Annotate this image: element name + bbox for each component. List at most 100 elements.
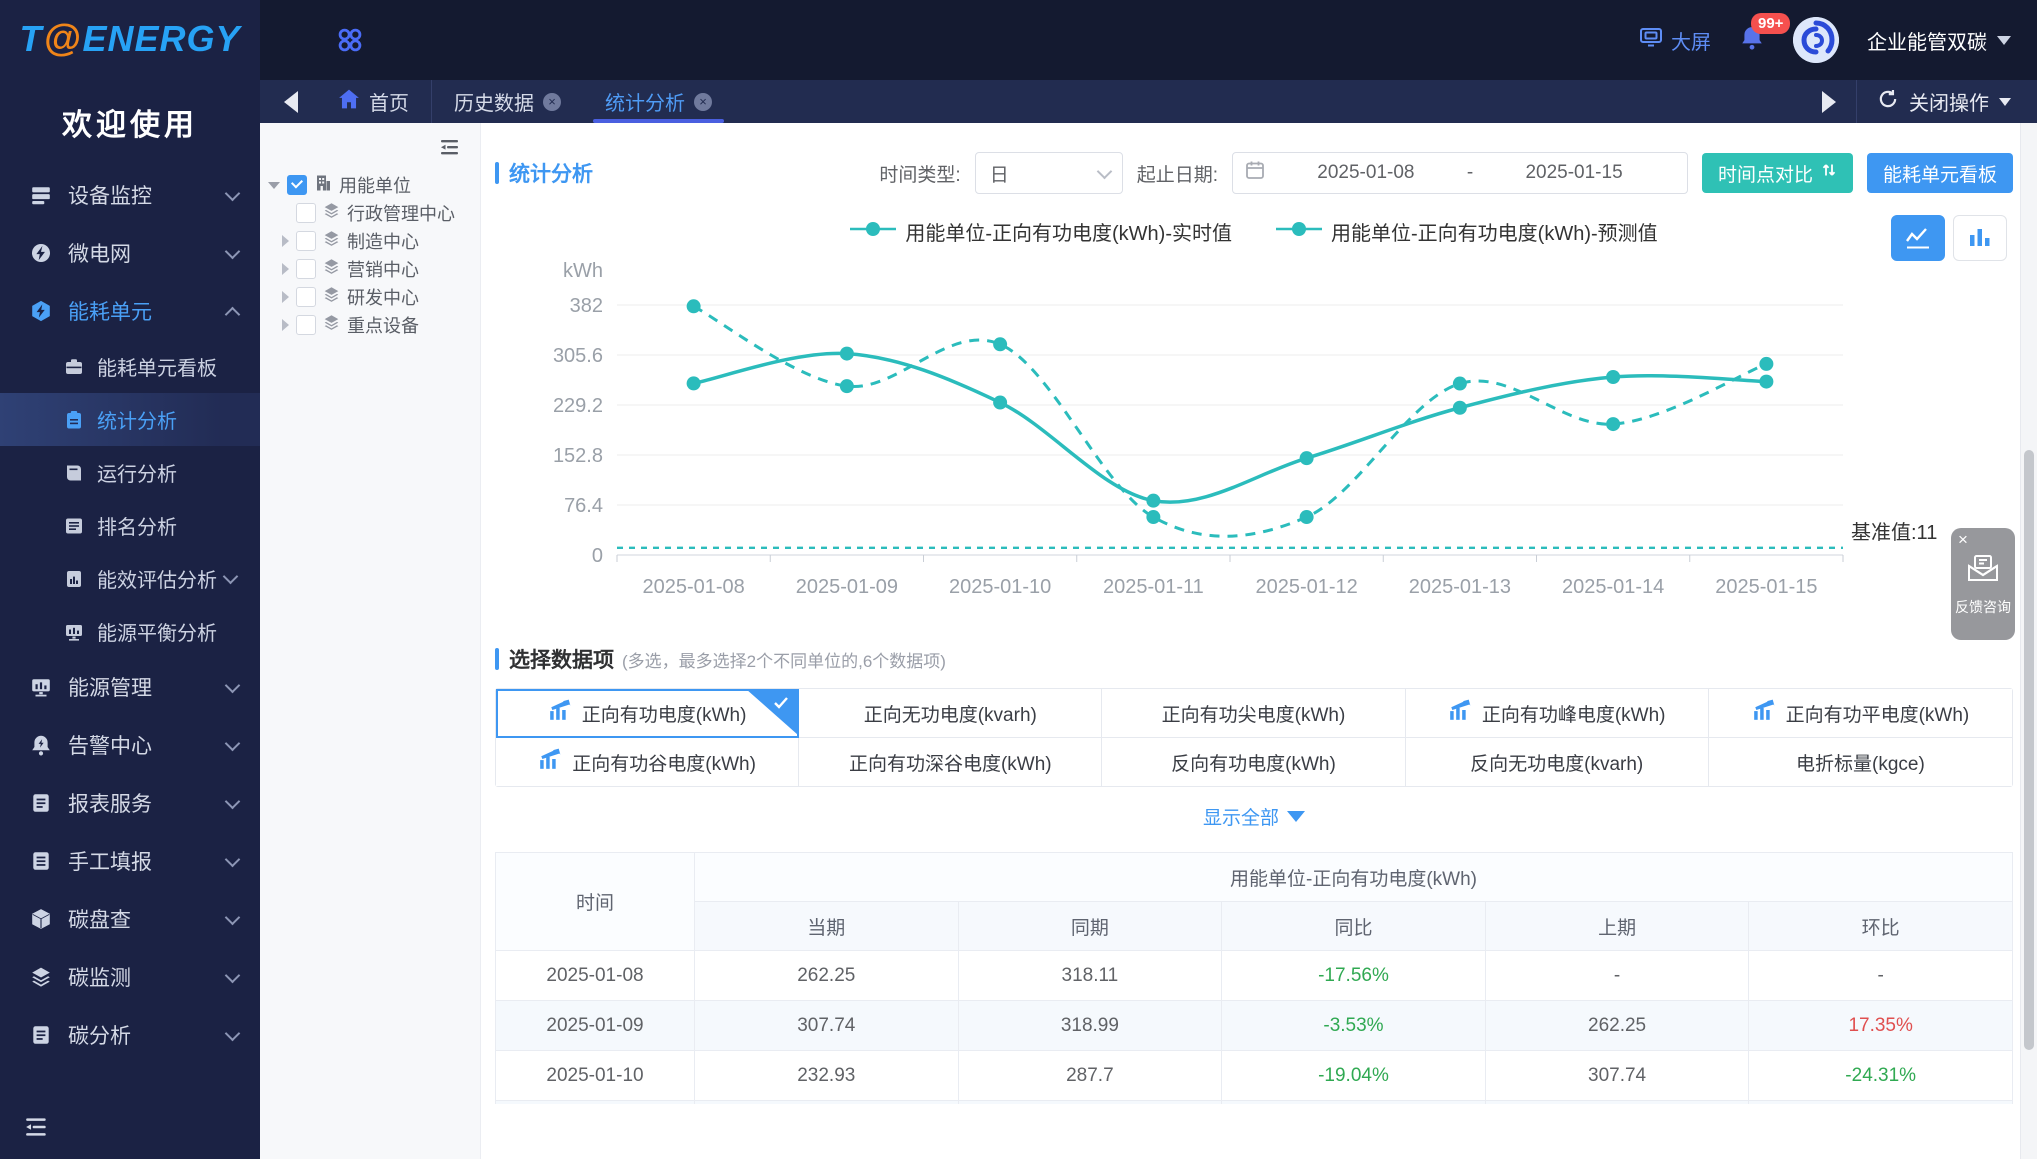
sidebar-item-energy-unit-board[interactable]: 能耗单元看板 xyxy=(0,340,260,393)
sidebar-item-manual-filling[interactable]: 手工填报 xyxy=(0,832,260,890)
title-accent-bar xyxy=(495,648,499,670)
checkbox[interactable] xyxy=(296,259,316,279)
data-item[interactable]: 正向无功电度(kvarh) xyxy=(799,689,1103,738)
big-screen-button[interactable]: 大屏 xyxy=(1639,26,1711,55)
data-item[interactable]: 正向有功谷电度(kWh) xyxy=(496,738,800,786)
sidebar-item-alarm-center[interactable]: 告警中心 xyxy=(0,716,260,774)
sidebar-item-carbon-inventory[interactable]: 碳盘查 xyxy=(0,890,260,948)
account-dropdown[interactable]: 企业能管双碳 xyxy=(1867,26,2011,55)
tab-history-data[interactable]: 历史数据 × xyxy=(432,80,583,123)
app-logo[interactable]: T @ ENERGY xyxy=(0,0,260,78)
selected-corner-icon xyxy=(746,689,799,735)
cell-value xyxy=(694,1100,959,1104)
time-type-select[interactable]: 日 xyxy=(974,152,1123,194)
tab-bar: 首页 历史数据 × 统计分析 × 关闭操作 xyxy=(260,80,2037,123)
chevron-down-icon xyxy=(224,851,241,867)
close-operation-label: 关闭操作 xyxy=(1909,93,1989,115)
data-item[interactable]: 反向无功电度(kvarh) xyxy=(1405,738,1709,786)
tree-expander-icon[interactable] xyxy=(282,235,289,247)
tree-node[interactable]: 营销中心 xyxy=(260,255,480,283)
page-title: 统计分析 xyxy=(509,163,593,186)
tabs-scroll-right-icon[interactable] xyxy=(1822,90,1836,113)
form-icon xyxy=(30,850,52,872)
data-item[interactable]: 正向有功平电度(kWh) xyxy=(1708,689,2012,738)
avatar[interactable] xyxy=(1793,17,1839,63)
line-chart-toggle[interactable] xyxy=(1891,215,1945,261)
data-item[interactable]: 电折标量(kgce) xyxy=(1708,738,2012,786)
time-point-compare-button[interactable]: 时间点对比 xyxy=(1701,153,1853,193)
data-point xyxy=(1146,493,1161,508)
date-start-value[interactable]: 2025-01-08 xyxy=(1317,162,1415,183)
sidebar-item-ranking-analysis[interactable]: 排名分析 xyxy=(0,499,260,552)
close-icon[interactable]: × xyxy=(694,92,712,111)
tree-node-root[interactable]: 用能单位 xyxy=(260,171,480,199)
energy-unit-board-button[interactable]: 能耗单元看板 xyxy=(1866,153,2013,193)
close-icon[interactable]: × xyxy=(543,92,561,111)
sidebar-item-carbon-monitoring[interactable]: 碳监测 xyxy=(0,948,260,1006)
checkbox[interactable] xyxy=(296,203,316,223)
date-range-picker[interactable]: 2025-01-08 - 2025-01-15 xyxy=(1231,152,1688,194)
sidebar-item-energy-unit[interactable]: 能耗单元 xyxy=(0,282,260,340)
tree-node[interactable]: 行政管理中心 xyxy=(260,199,480,227)
data-item-label: 电折标量(kgce) xyxy=(1796,753,1925,775)
tree-expander-icon[interactable] xyxy=(282,263,289,275)
data-item-label: 反向无功电度(kvarh) xyxy=(1470,753,1644,775)
tree-expander-expanded-icon[interactable] xyxy=(268,181,280,189)
tree-node[interactable]: 制造中心 xyxy=(260,227,480,255)
tree-node[interactable]: 重点设备 xyxy=(260,311,480,339)
tree-node-label: 行政管理中心 xyxy=(347,204,455,224)
scrollbar-thumb[interactable] xyxy=(2024,450,2034,1050)
feedback-widget[interactable]: × 反馈咨询 xyxy=(1951,528,2015,640)
data-item-forward-active[interactable]: 正向有功电度(kWh) xyxy=(496,689,800,738)
bar-chart-toggle[interactable] xyxy=(1953,215,2007,261)
alarm-bell-icon xyxy=(30,734,52,756)
data-item[interactable]: 正向有功尖电度(kWh) xyxy=(1102,689,1406,738)
app-grid-icon[interactable] xyxy=(336,26,364,54)
show-all-button[interactable]: 显示全部 xyxy=(495,803,2013,830)
cell-value: 318.99 xyxy=(957,1000,1223,1051)
sidebar-item-statistical-analysis[interactable]: 统计分析 xyxy=(0,393,260,446)
org-tree-panel: 用能单位 行政管理中心 制造中心 营销中心 xyxy=(260,123,481,1159)
sidebar-item-carbon-analysis[interactable]: 碳分析 xyxy=(0,1006,260,1064)
data-point xyxy=(1452,400,1467,415)
sidebar-item-operation-analysis[interactable]: 运行分析 xyxy=(0,446,260,499)
data-point xyxy=(1299,510,1314,525)
page-scrollbar xyxy=(2020,123,2037,1159)
sidebar-item-microgrid[interactable]: 微电网 xyxy=(0,224,260,282)
tree-expander-icon[interactable] xyxy=(282,291,289,303)
data-item[interactable]: 反向有功电度(kWh) xyxy=(1102,738,1406,786)
sidebar-item-device-monitor[interactable]: 设备监控 xyxy=(0,166,260,224)
table-row: 2025-01-09 307.74 318.99 -3.53% 262.25 1… xyxy=(495,1000,2013,1051)
sidebar-item-report-service[interactable]: 报表服务 xyxy=(0,774,260,832)
cell-time: 2025-01-08 xyxy=(495,950,695,1001)
sidebar-collapse-icon[interactable] xyxy=(24,1116,50,1143)
tab-home[interactable]: 首页 xyxy=(316,80,431,123)
tabs-scroll-left-icon[interactable] xyxy=(284,90,298,113)
close-operation-dropdown[interactable]: 关闭操作 xyxy=(1856,80,2037,123)
tree-collapse-icon[interactable] xyxy=(438,137,462,162)
checkbox[interactable] xyxy=(296,315,316,335)
tree-node[interactable]: 研发中心 xyxy=(260,283,480,311)
date-range-label: 起止日期: xyxy=(1136,164,1218,186)
tree-expander-icon[interactable] xyxy=(282,319,289,331)
checkbox-checked[interactable] xyxy=(287,175,307,195)
sidebar-item-energy-management[interactable]: 能源管理 xyxy=(0,658,260,716)
chevron-down-icon xyxy=(224,185,241,201)
cell-value xyxy=(1221,1100,1486,1104)
date-end-value[interactable]: 2025-01-15 xyxy=(1525,162,1623,183)
cell-value xyxy=(1748,1100,2013,1104)
checkbox[interactable] xyxy=(296,231,316,251)
notifications-button[interactable]: 99+ xyxy=(1739,12,1791,56)
data-point xyxy=(1452,376,1467,391)
sidebar-item-energy-efficiency-analysis[interactable]: 能效评估分析 xyxy=(0,552,260,605)
legend-item-forecast[interactable]: 用能单位-正向有功电度(kWh)-预测值 xyxy=(1276,217,1658,246)
cell-value: -24.31% xyxy=(1748,1050,2013,1101)
data-item[interactable]: 正向有功深谷电度(kWh) xyxy=(799,738,1103,786)
sidebar-item-energy-balance-analysis[interactable]: 能源平衡分析 xyxy=(0,605,260,658)
tab-statistical-analysis[interactable]: 统计分析 × xyxy=(583,80,734,123)
series-realtime-line xyxy=(693,351,1767,504)
data-item[interactable]: 正向有功峰电度(kWh) xyxy=(1405,689,1709,738)
close-icon[interactable]: × xyxy=(1958,530,1968,549)
checkbox[interactable] xyxy=(296,287,316,307)
legend-item-realtime[interactable]: 用能单位-正向有功电度(kWh)-实时值 xyxy=(850,217,1232,246)
